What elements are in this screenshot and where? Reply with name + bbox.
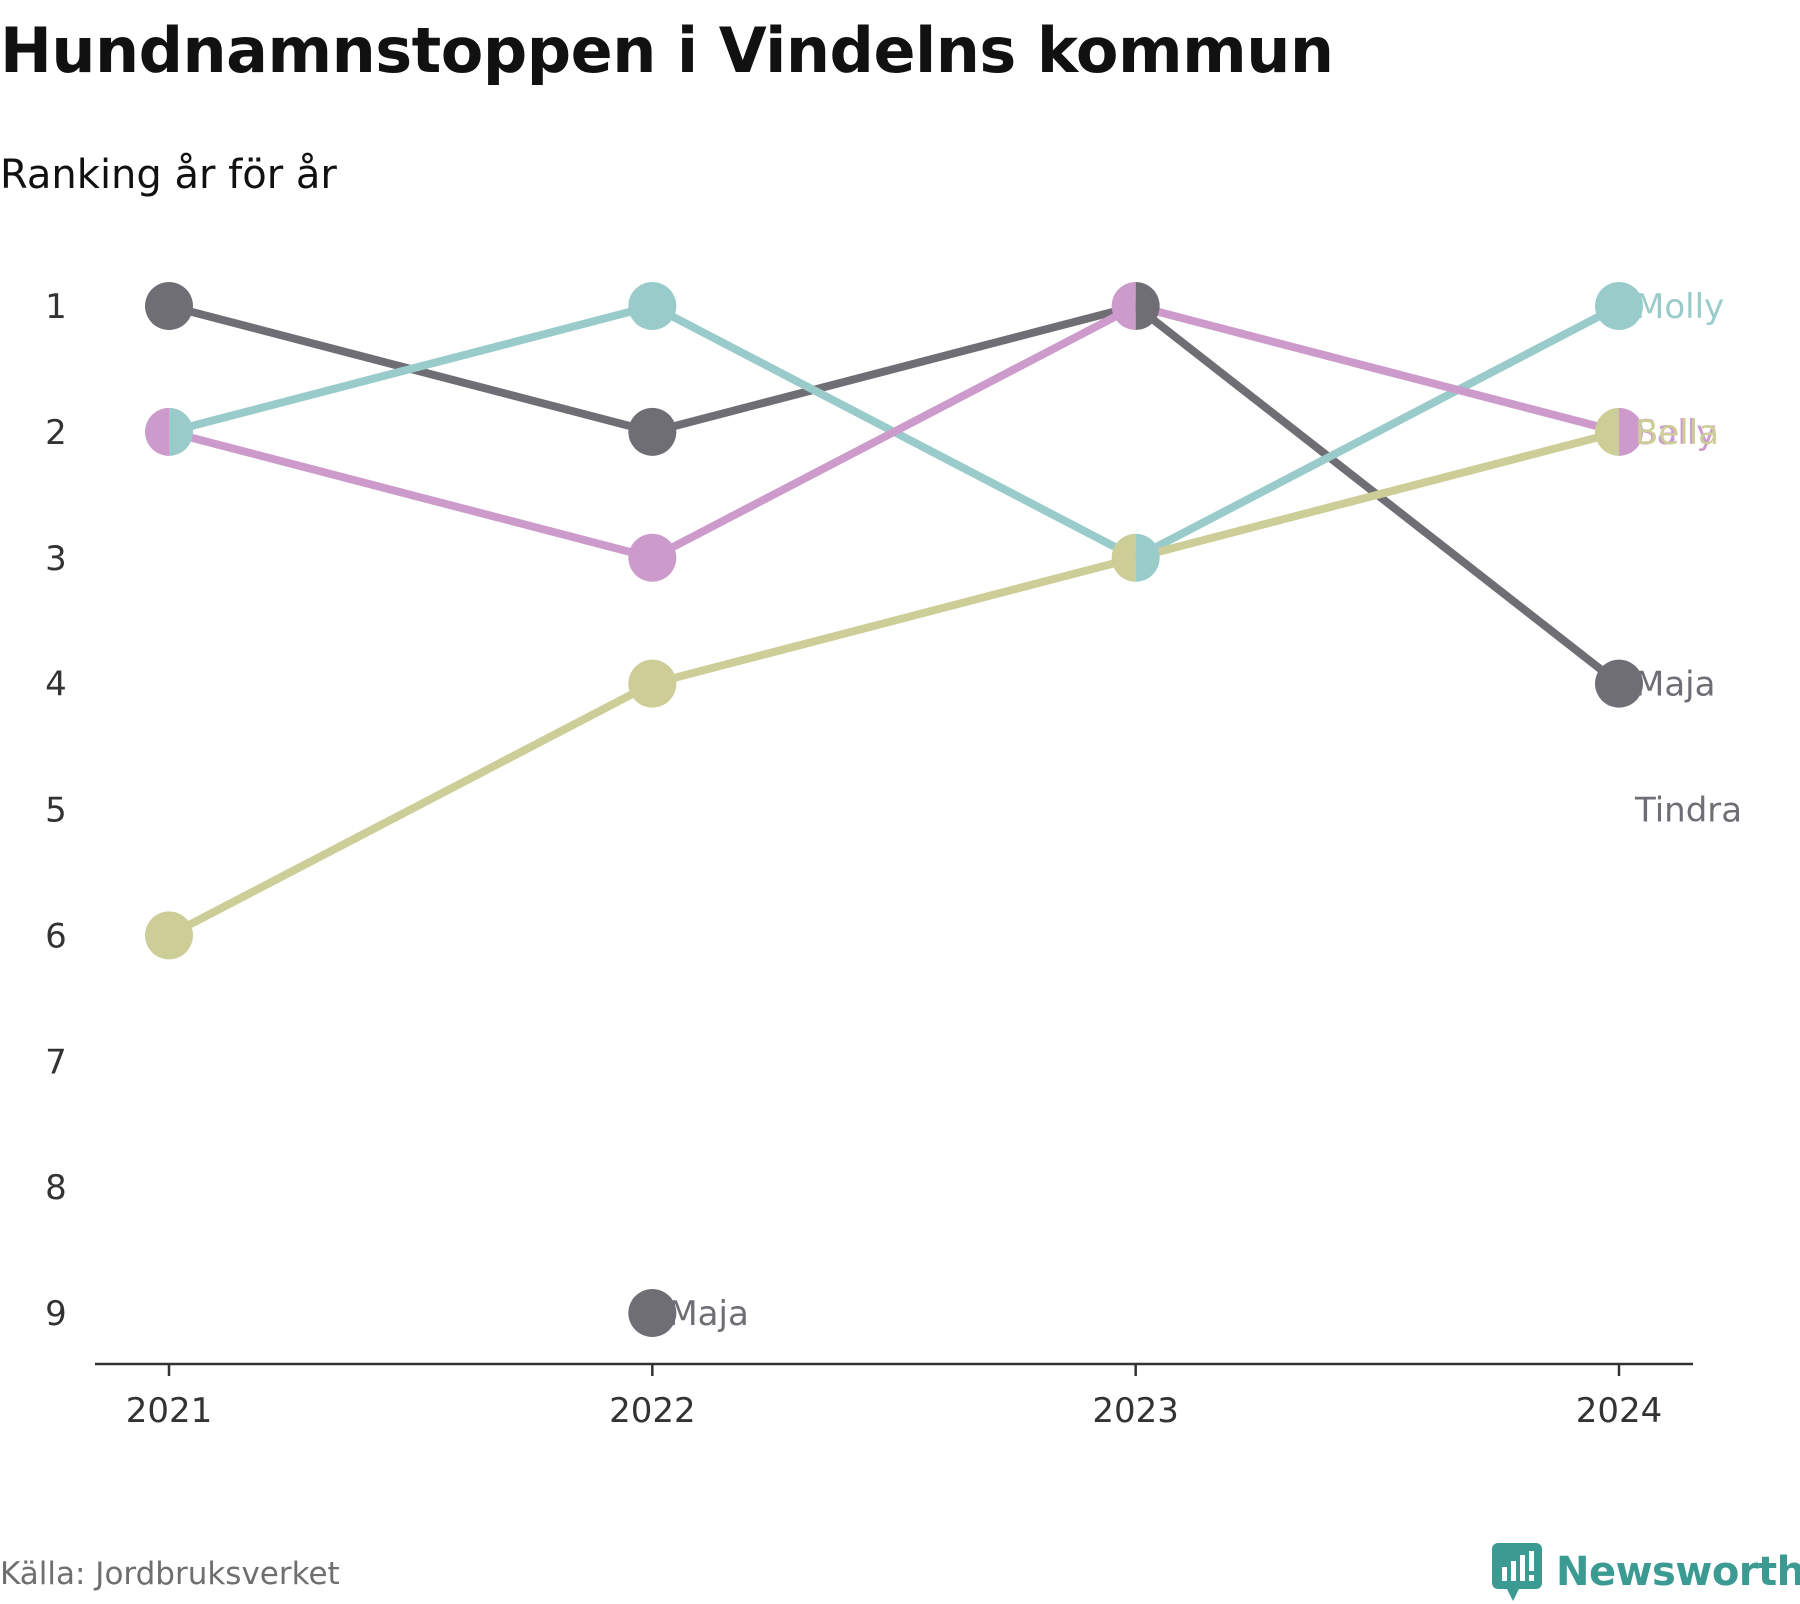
data-point-molly <box>628 282 677 330</box>
series-label-sally: Sally <box>1635 413 1716 453</box>
x-tick-label: 2022 <box>609 1391 696 1431</box>
y-tick-label: 2 <box>45 413 67 453</box>
data-point-maja <box>628 407 677 456</box>
series-label-tindra: Tindra <box>1634 791 1742 831</box>
data-point-sally <box>628 533 677 582</box>
data-point-molly <box>169 407 193 456</box>
data-point-sally <box>1619 407 1643 456</box>
data-point-maja <box>145 282 193 330</box>
data-point-maja <box>1595 659 1643 708</box>
y-tick-label: 7 <box>45 1042 67 1082</box>
data-point-molly <box>1135 533 1160 582</box>
series-label-bella: Bella <box>1635 413 1719 453</box>
y-tick-label: 3 <box>45 539 67 579</box>
series-label-maja: Maja <box>1635 665 1715 705</box>
series-line-sally <box>165 302 1623 562</box>
y-tick-label: 4 <box>45 665 67 705</box>
chart-title: Hundnamnstoppen i Vindelns kommun <box>0 14 1334 87</box>
x-tick-label: 2023 <box>1092 1391 1179 1431</box>
y-tick-label: 1 <box>45 287 67 327</box>
y-tick-label: 5 <box>45 791 67 831</box>
source-note: Källa: Jordbruksverket <box>0 1556 340 1592</box>
newsworthy-logo-icon <box>1492 1543 1542 1601</box>
x-tick-label: 2021 <box>126 1391 213 1431</box>
data-point-sally <box>145 407 169 456</box>
data-point-maja <box>1135 282 1160 330</box>
y-tick-label: 6 <box>45 916 67 956</box>
y-tick-label: 9 <box>45 1294 67 1334</box>
series-line-maja <box>165 302 1623 688</box>
chart-subtitle: Ranking år för år <box>0 152 337 198</box>
data-point-bella <box>628 659 677 708</box>
data-point-bella <box>1111 533 1136 582</box>
annotation-point <box>628 1289 677 1337</box>
data-point-molly <box>1595 282 1643 330</box>
data-point-sally <box>1111 282 1136 330</box>
x-tick-label: 2024 <box>1576 1391 1663 1431</box>
data-point-bella <box>145 911 193 960</box>
data-point-bella <box>1595 407 1619 456</box>
annotation-label: Maja <box>668 1294 748 1334</box>
series-label-molly: Molly <box>1635 287 1724 327</box>
brand-logo: Newsworthy <box>1492 1540 1800 1604</box>
brand-name: Newsworthy <box>1556 1549 1800 1595</box>
y-tick-label: 8 <box>45 1168 67 1208</box>
series-line-bella <box>165 427 1623 940</box>
